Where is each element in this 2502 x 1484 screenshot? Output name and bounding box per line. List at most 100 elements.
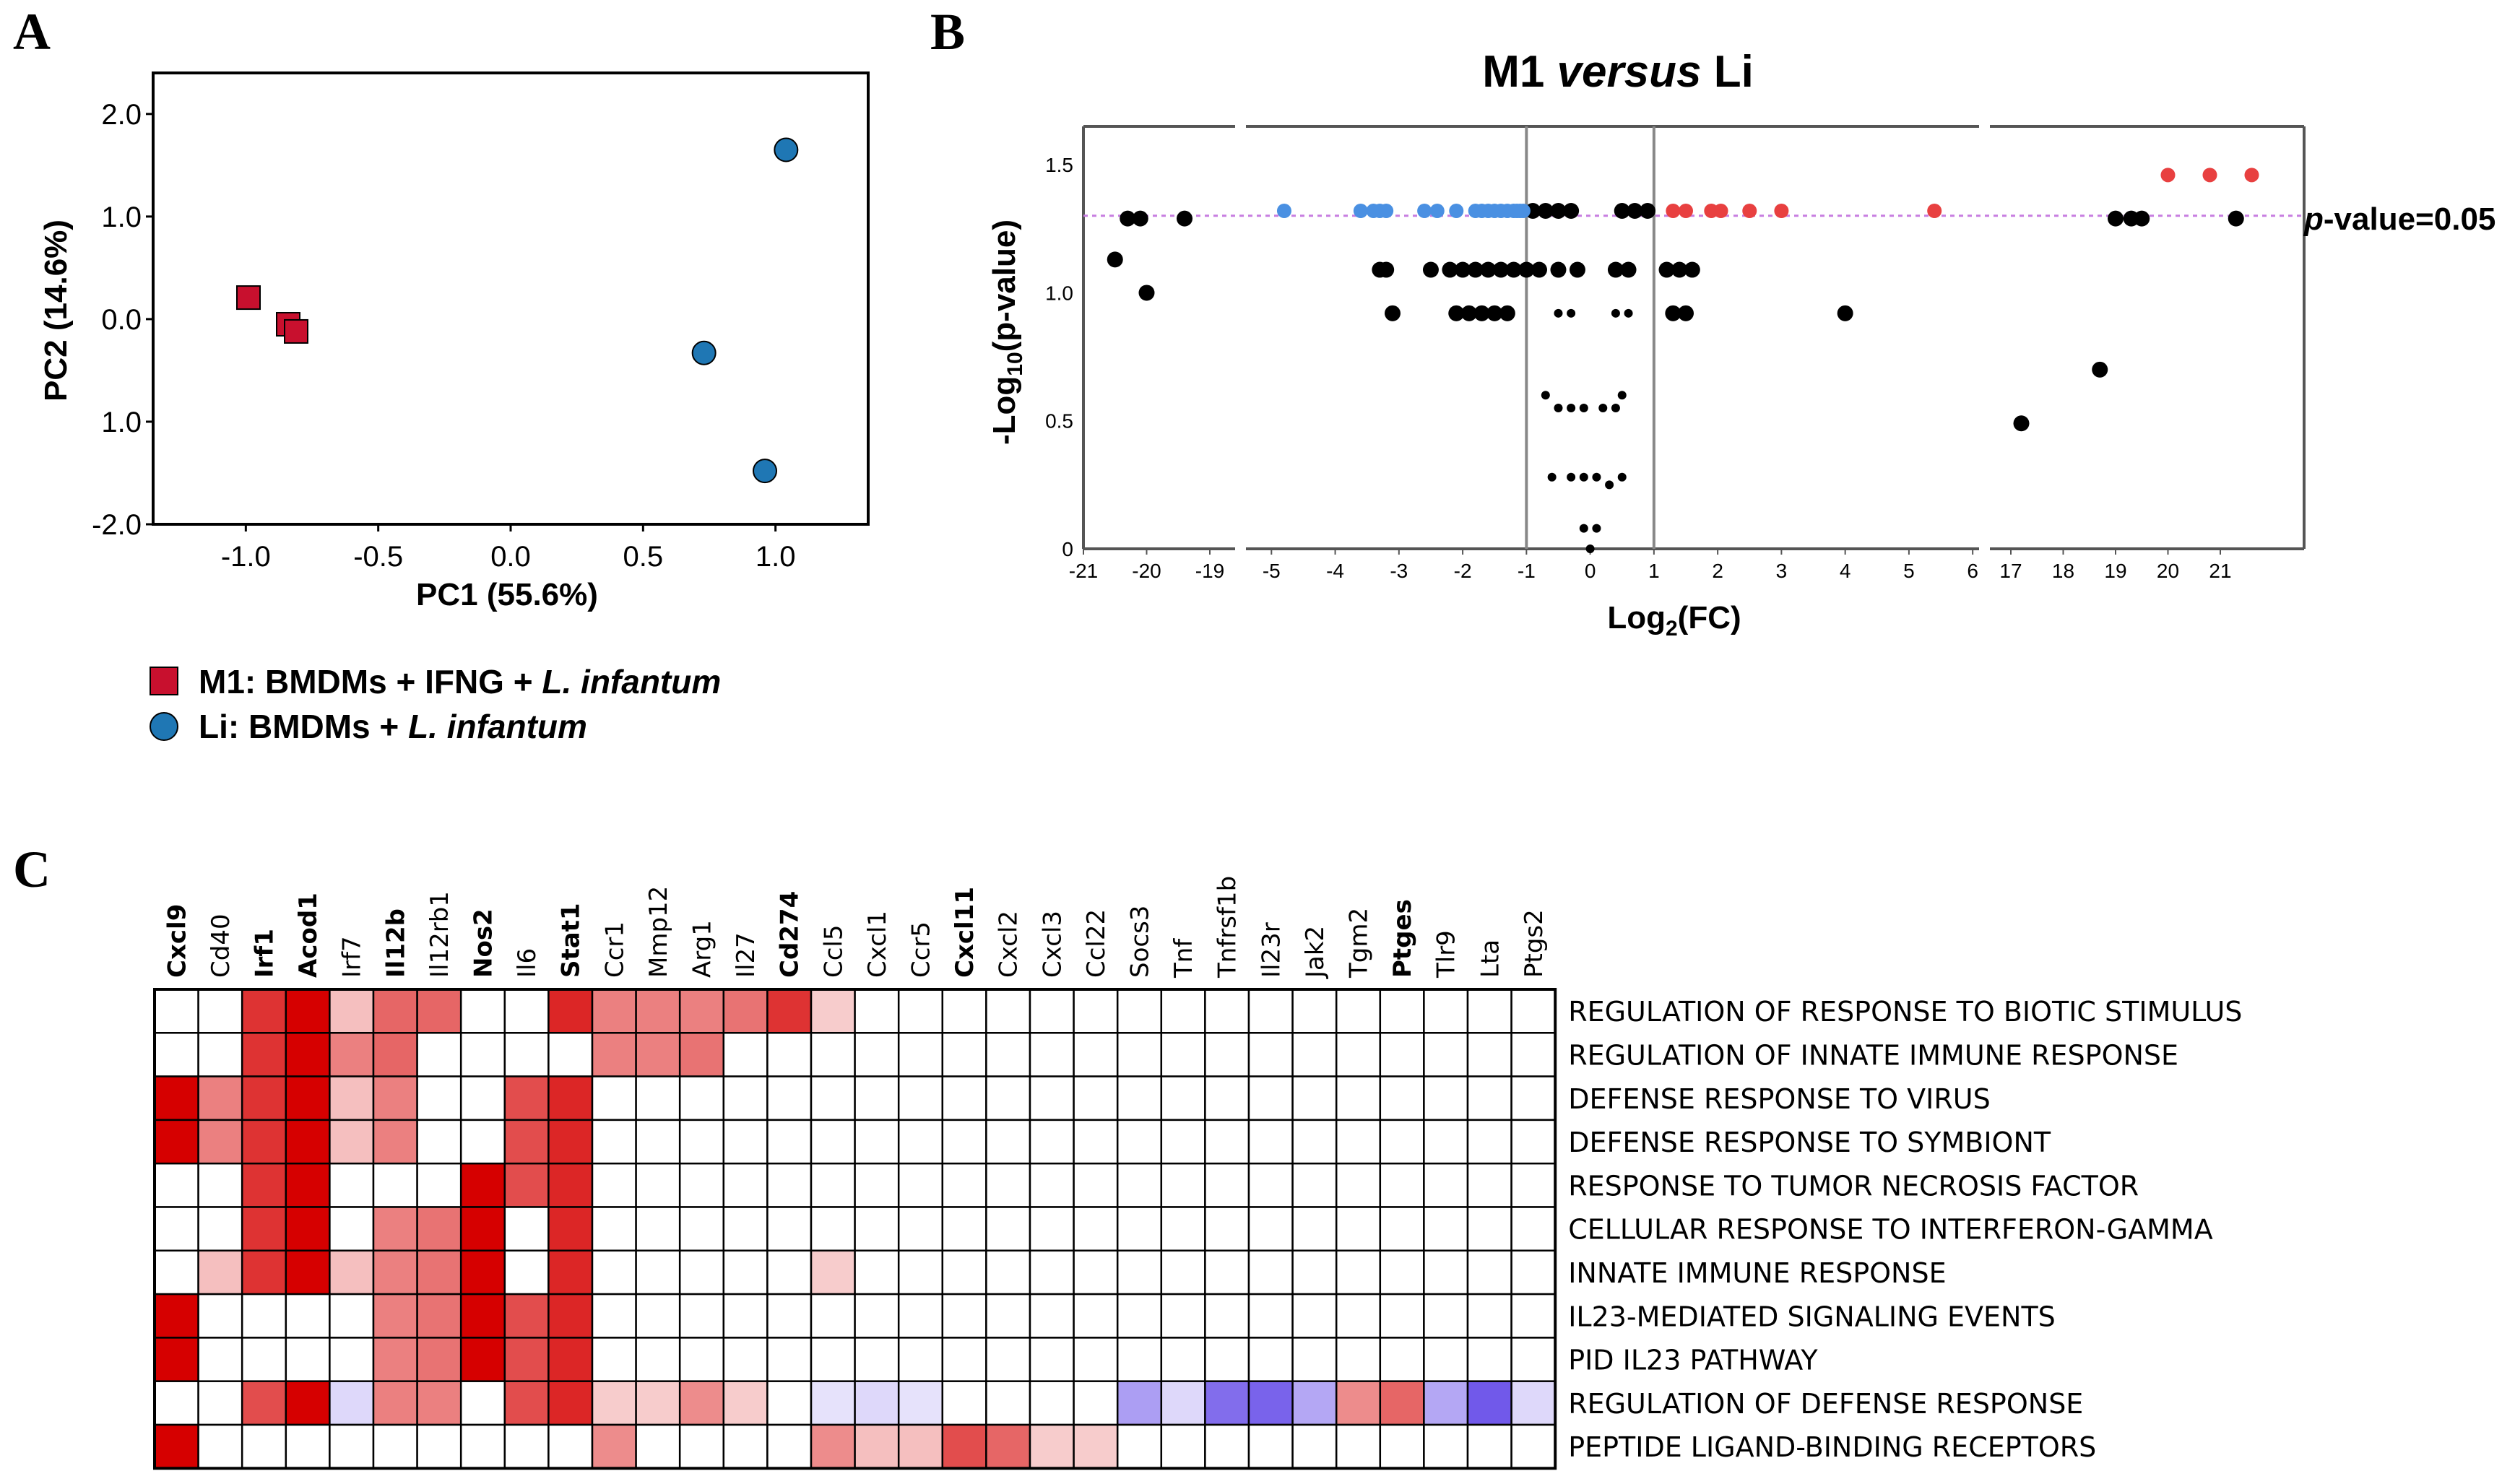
- heatmap-cell: [372, 1249, 418, 1296]
- heatmap-cell: [1466, 1249, 1512, 1296]
- volcano-point: [1385, 305, 1401, 321]
- heatmap-term-label: DEFENSE RESPONSE TO SYMBIONT: [1568, 1127, 2051, 1158]
- volcano-point: [1515, 204, 1531, 218]
- heatmap-cell: [459, 1380, 506, 1426]
- heatmap-cell: [985, 1293, 1031, 1339]
- volcano-point: [1547, 472, 1557, 482]
- heatmap-cell: [854, 988, 900, 1034]
- volcano-point: [1624, 308, 1633, 318]
- heatmap-cell: [329, 1423, 375, 1470]
- heatmap-cell: [678, 1075, 725, 1121]
- volcano-x-tick-label: -19: [1195, 560, 1224, 582]
- heatmap-gene-label: Irf1: [251, 929, 280, 978]
- volcano-x-tick-label: -21: [1069, 560, 1098, 582]
- heatmap-cell: [503, 1293, 550, 1339]
- heatmap-cell: [1116, 1249, 1163, 1296]
- heatmap-cell: [416, 1423, 462, 1470]
- heatmap-cell: [285, 988, 331, 1034]
- legend-marker-li: [150, 712, 178, 741]
- heatmap-cell: [241, 1206, 287, 1252]
- heatmap-cell: [459, 1119, 506, 1165]
- heatmap-cell: [1073, 1249, 1119, 1296]
- volcano-point: [1417, 204, 1432, 218]
- volcano-point: [1550, 261, 1567, 278]
- volcano-x-tick-label: 20: [2157, 560, 2179, 582]
- volcano-point: [1598, 404, 1608, 412]
- heatmap-cell: [722, 1380, 769, 1426]
- heatmap-cell: [635, 1206, 681, 1252]
- heatmap-cell: [285, 1293, 331, 1339]
- volcano-point: [1742, 204, 1757, 218]
- heatmap-cell: [1160, 1293, 1206, 1339]
- heatmap-cell: [1073, 1293, 1119, 1339]
- volcano-point: [1774, 204, 1789, 218]
- volcano-point: [1607, 261, 1624, 278]
- heatmap-cell: [1204, 1162, 1250, 1208]
- heatmap-cell: [285, 1119, 331, 1165]
- volcano-point: [1120, 210, 1136, 227]
- heatmap-gene-label: Ccr1: [600, 921, 629, 978]
- heatmap-cell: [985, 1206, 1031, 1252]
- heatmap-cell: [329, 1206, 375, 1252]
- heatmap-cell: [1029, 1337, 1075, 1382]
- volcano-point: [1611, 404, 1620, 412]
- heatmap-cell: [766, 1249, 813, 1296]
- heatmap-cell: [854, 1032, 900, 1077]
- heatmap-gene-label: Cxcl9: [163, 904, 191, 978]
- heatmap-cell: [197, 1032, 243, 1077]
- heatmap-cell: [547, 988, 594, 1034]
- heatmap-cell: [459, 1162, 506, 1208]
- heatmap-cell: [1466, 1293, 1512, 1339]
- heatmap-cell: [1204, 1249, 1250, 1296]
- volcano-point: [1499, 305, 1515, 321]
- heatmap-cell: [635, 988, 681, 1034]
- heatmap-gene-label: Il12rb1: [425, 891, 454, 978]
- heatmap-gene-label: Mmp12: [644, 886, 673, 978]
- heatmap-cell: [985, 1423, 1031, 1470]
- heatmap-cell: [153, 1075, 199, 1121]
- heatmap-cell: [503, 1075, 550, 1121]
- heatmap-cell: [1423, 1249, 1469, 1296]
- heatmap-gene-label: Lta: [1476, 940, 1505, 978]
- heatmap-cell: [416, 1206, 462, 1252]
- heatmap-cell: [1379, 1119, 1425, 1165]
- heatmap-cell: [1116, 1337, 1163, 1382]
- pca-x-tick-label: -0.5: [353, 541, 403, 573]
- heatmap-cell: [153, 1423, 199, 1470]
- heatmap-cell: [241, 1337, 287, 1382]
- volcano-point: [1713, 204, 1728, 218]
- heatmap-cell: [941, 1249, 987, 1296]
- heatmap-cell: [635, 1293, 681, 1339]
- heatmap-cell: [1335, 1119, 1382, 1165]
- heatmap-cell: [1247, 1032, 1294, 1077]
- heatmap-cell: [1510, 1075, 1557, 1121]
- heatmap-cell: [1335, 1249, 1382, 1296]
- heatmap-cell: [810, 1249, 856, 1296]
- heatmap-cell: [1116, 1423, 1163, 1470]
- heatmap-cell: [810, 988, 856, 1034]
- pca-point-m1: [236, 285, 261, 311]
- heatmap-cell: [1423, 1423, 1469, 1470]
- heatmap-cell: [678, 1162, 725, 1208]
- pca-point-li: [774, 137, 799, 162]
- heatmap-cell: [1073, 1119, 1119, 1165]
- heatmap-gene-labels: Cxcl9 Cd40 Irf1 Acod1 Irf7 Il12b Il12rb1 Nos2 Il…: [163, 876, 1549, 979]
- volcano-x-tick-label: 6: [1967, 560, 1978, 582]
- heatmap-gene-label: Il27: [732, 932, 761, 978]
- heatmap-cell: [722, 1162, 769, 1208]
- pca-points: [236, 137, 799, 484]
- heatmap-cell: [416, 1293, 462, 1339]
- heatmap-cell: [459, 1337, 506, 1382]
- heatmap-cell: [503, 1206, 550, 1252]
- heatmap-cell: [897, 1249, 944, 1296]
- heatmap-cell: [854, 1162, 900, 1208]
- heatmap-cell: [1116, 1075, 1163, 1121]
- volcano-point: [1611, 308, 1620, 318]
- heatmap-cell: [985, 1119, 1031, 1165]
- heatmap-cell: [285, 1032, 331, 1077]
- heatmap-cell: [1379, 1162, 1425, 1208]
- pca-y-tick-label: -2.0: [92, 509, 142, 541]
- heatmap-cell: [1116, 1293, 1163, 1339]
- heatmap-cell: [1379, 1293, 1425, 1339]
- heatmap-cell: [810, 1119, 856, 1165]
